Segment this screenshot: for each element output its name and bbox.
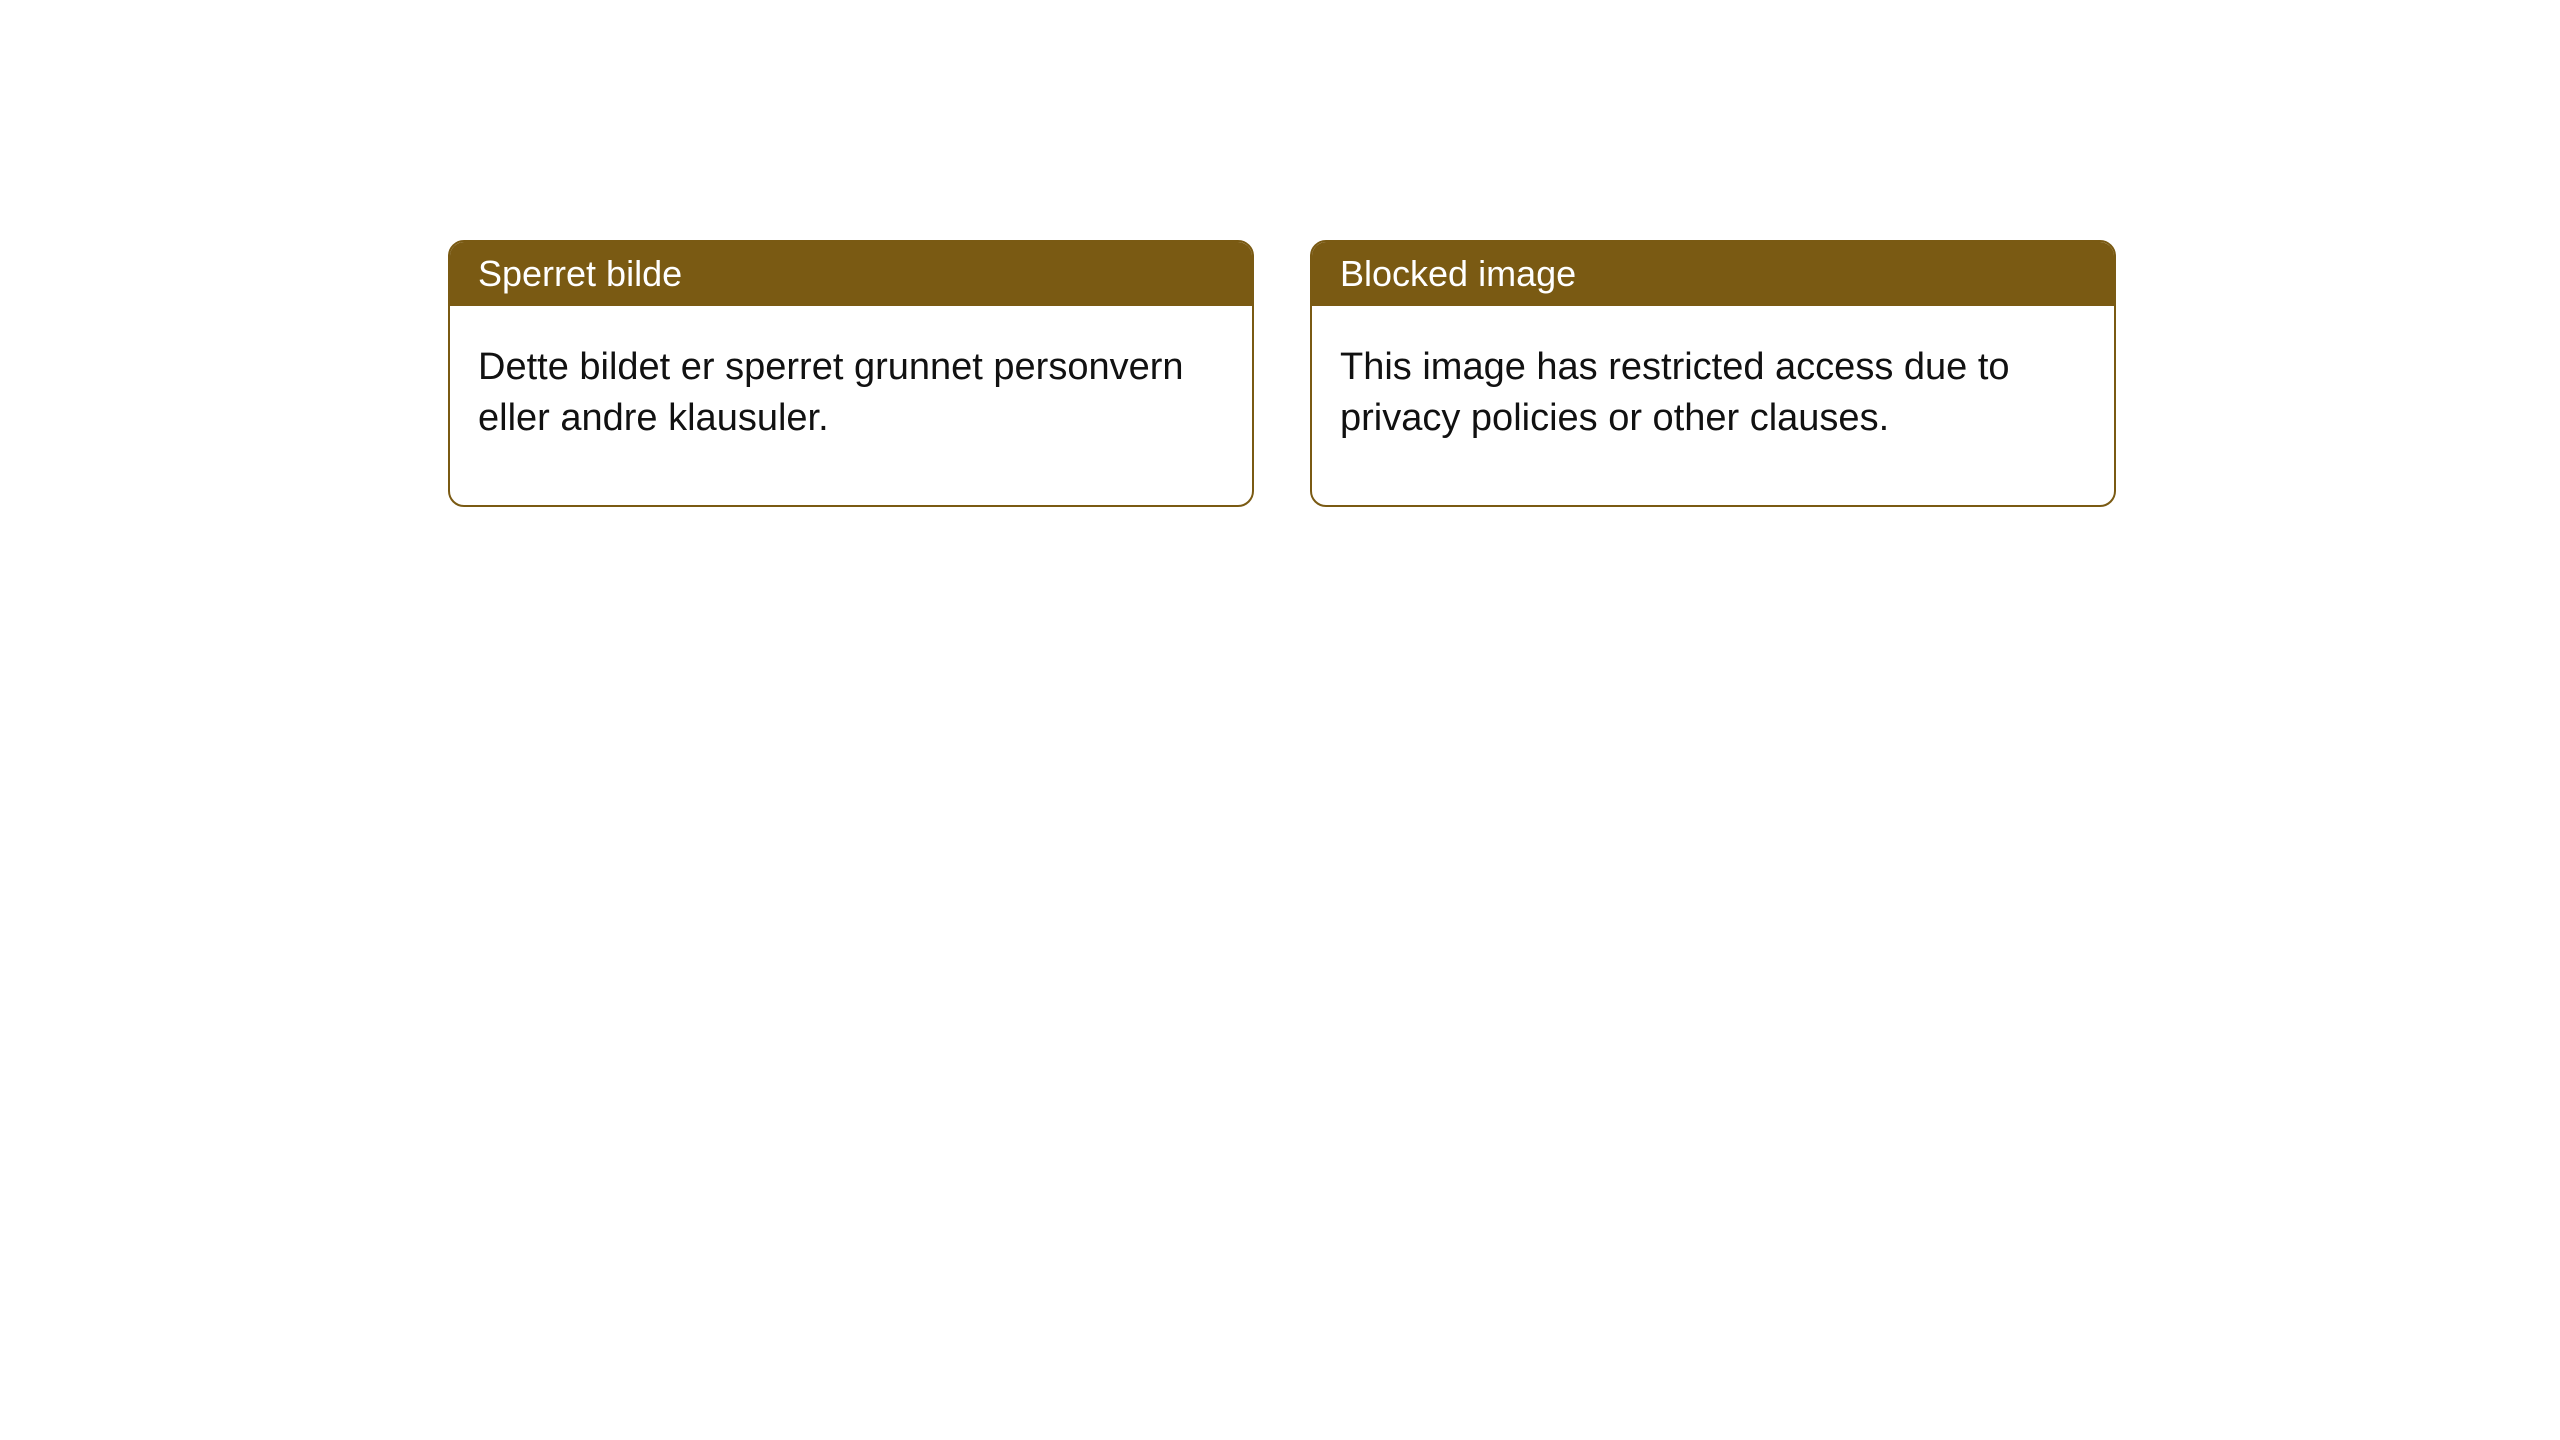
blocked-image-card-en: Blocked image This image has restricted … [1310, 240, 2116, 507]
notice-container: Sperret bilde Dette bildet er sperret gr… [0, 0, 2560, 507]
card-body: Dette bildet er sperret grunnet personve… [450, 306, 1252, 505]
card-header: Blocked image [1312, 242, 2114, 306]
card-header: Sperret bilde [450, 242, 1252, 306]
card-body: This image has restricted access due to … [1312, 306, 2114, 505]
blocked-image-card-no: Sperret bilde Dette bildet er sperret gr… [448, 240, 1254, 507]
